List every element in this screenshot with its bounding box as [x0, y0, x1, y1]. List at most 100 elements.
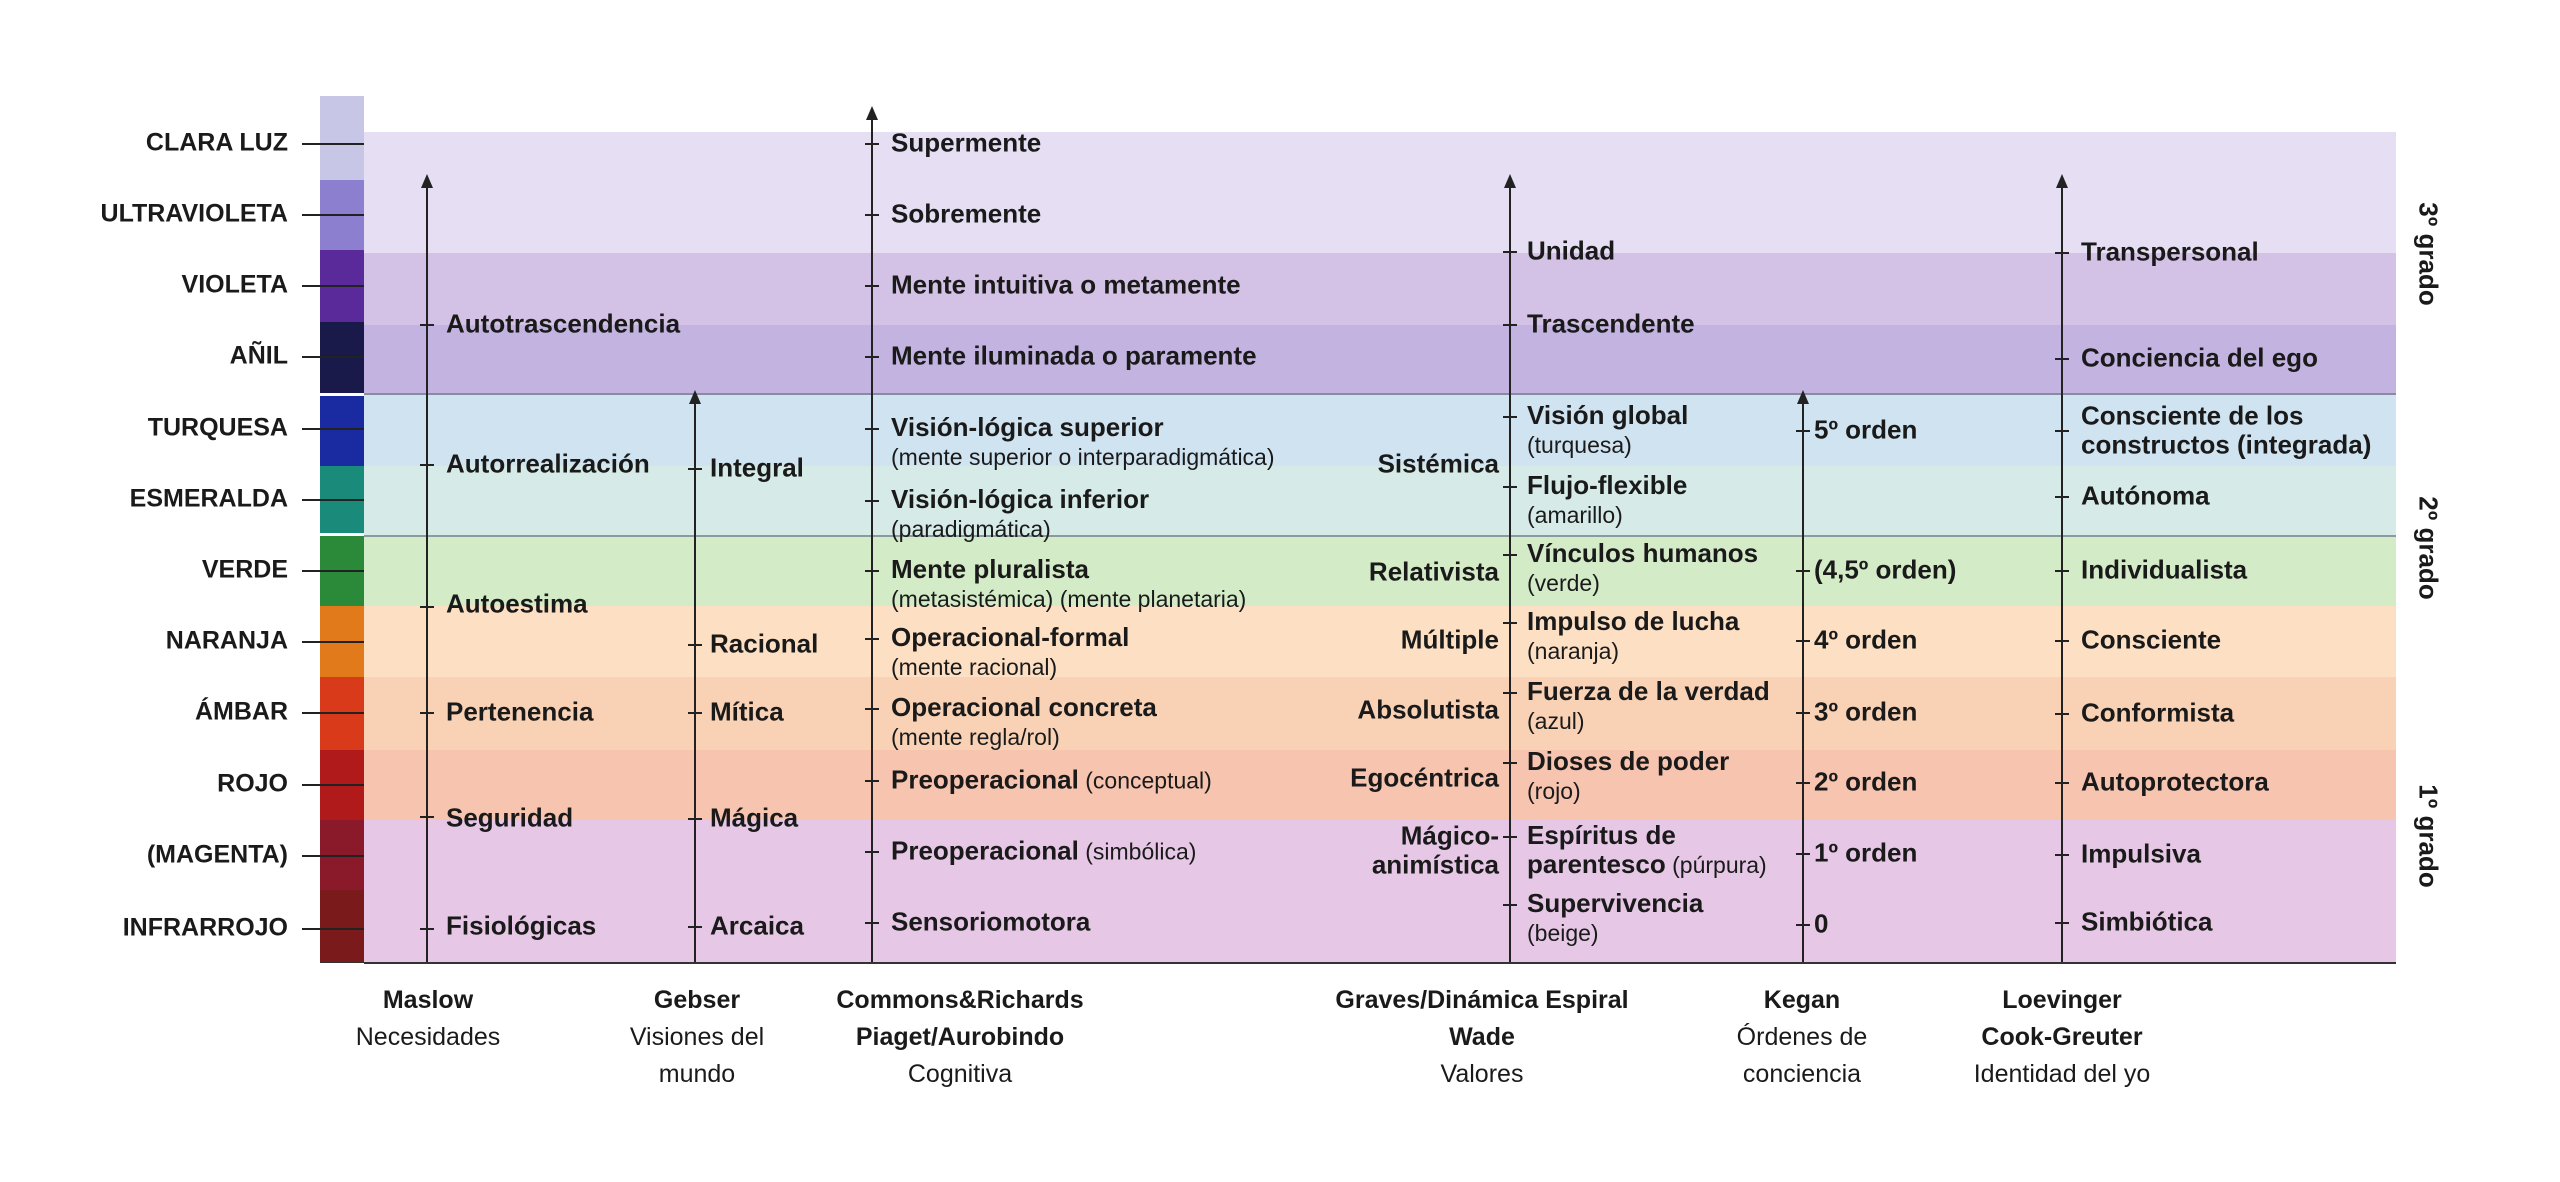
- maslow-item: Autoestima: [446, 588, 588, 619]
- graves-main: Visión global: [1527, 400, 1689, 430]
- kegan-item: 3º orden: [1814, 696, 1918, 727]
- graves_right-footer-title: Graves/Dinámica Espiral: [1335, 986, 1629, 1014]
- maslow-item: Fisiológicas: [446, 910, 597, 941]
- level-band: [364, 466, 2396, 536]
- commons-axis: [871, 118, 873, 962]
- level-tick: [302, 570, 364, 572]
- loevinger-tick: [2055, 358, 2069, 360]
- loevinger-footer-title-2: Cook-Greuter: [1981, 1023, 2143, 1051]
- level-label: ESMERALDA: [129, 484, 288, 513]
- loevinger-footer-line: Identidad del yo: [1973, 1060, 2151, 1088]
- level-label: INFRARROJO: [122, 913, 288, 942]
- level-label: VIOLETA: [181, 270, 288, 299]
- graves-main: Unidad: [1527, 235, 1616, 266]
- baseline: [364, 962, 2396, 964]
- kegan-axis: [1802, 402, 1804, 962]
- graves-item: Impulso de lucha (naranja): [1527, 607, 1739, 665]
- level-label: ROJO: [217, 769, 288, 798]
- graves-main: Flujo-flexible: [1527, 470, 1688, 500]
- graves-item: Dioses de poder (rojo): [1527, 747, 1729, 805]
- graves-left-item: Absolutista: [1357, 694, 1499, 725]
- graves-left-item: Múltiple: [1400, 624, 1499, 655]
- grade-label: 3º grado: [2413, 202, 2444, 306]
- graves-tick: [1503, 324, 1517, 326]
- level-label: AÑIL: [229, 341, 288, 370]
- level-tick: [302, 285, 364, 287]
- gebser-footer-title: Gebser: [653, 986, 741, 1014]
- commons-item: Visión-lógica superior (mente superior o …: [891, 413, 1275, 471]
- graves-arrow: [1504, 174, 1516, 188]
- graves-sub: (naranja): [1527, 638, 1620, 664]
- level-label: NARANJA: [165, 626, 288, 655]
- loevinger-tick: [2055, 252, 2069, 254]
- kegan-footer-line: conciencia: [1742, 1060, 1862, 1088]
- loevinger-tick: [2055, 570, 2069, 572]
- commons-item: Operacional-formal (mente racional): [891, 623, 1129, 681]
- kegan-tick: [1796, 712, 1810, 714]
- commons-tick: [865, 708, 879, 710]
- graves-sub: (amarillo): [1527, 502, 1623, 528]
- commons-main: Mente pluralista: [891, 554, 1089, 584]
- gebser-item: Racional: [710, 628, 819, 659]
- kegan-footer: Kegan Órdenes de conciencia: [1737, 982, 1868, 1093]
- level-tick: [302, 143, 364, 145]
- graves-tick: [1503, 622, 1517, 624]
- commons-main: Operacional-formal: [891, 622, 1130, 652]
- level-label: ULTRAVIOLETA: [100, 199, 288, 228]
- maslow-tick: [420, 324, 434, 326]
- commons-main: Supermente: [891, 127, 1042, 158]
- graves-axis: [1509, 186, 1511, 962]
- kegan-item: 1º orden: [1814, 837, 1918, 868]
- commons-main: Visión-lógica inferior: [891, 484, 1150, 514]
- loevinger-arrow: [2056, 174, 2068, 188]
- maslow-item: Autotrascendencia: [446, 308, 681, 339]
- commons-arrow: [866, 106, 878, 120]
- maslow-item: Seguridad: [446, 802, 574, 833]
- loevinger-item: Impulsiva: [2081, 838, 2201, 869]
- commons-sub: (mente racional): [891, 654, 1058, 680]
- kegan-footer-title: Kegan: [1763, 986, 1841, 1014]
- commons-main: Operacional concreta: [891, 692, 1157, 722]
- graves-main: Supervivencia: [1527, 888, 1704, 918]
- gebser-footer-line: mundo: [658, 1060, 736, 1088]
- level-band: [364, 750, 2396, 820]
- gebser-tick: [688, 468, 702, 470]
- graves-sub: (beige): [1527, 920, 1599, 946]
- loevinger-item: constructos (integrada): [2081, 429, 2372, 460]
- gebser-item: Mítica: [710, 696, 784, 727]
- maslow-tick: [420, 606, 434, 608]
- gebser-footer-line: Visiones del: [629, 1023, 765, 1051]
- commons-item: Sobremente: [891, 199, 1041, 229]
- loevinger-tick: [2055, 496, 2069, 498]
- gebser-tick: [688, 644, 702, 646]
- commons-tick: [865, 500, 879, 502]
- graves-item: Espíritus de parentesco (púrpura): [1527, 821, 1767, 879]
- spectrum-segment: [320, 466, 364, 536]
- loevinger-footer-title: Loevinger: [2002, 986, 2122, 1014]
- level-tick: [302, 428, 364, 430]
- commons-tick: [865, 922, 879, 924]
- gebser-tick: [688, 818, 702, 820]
- commons-item: Mente intuitiva o metamente: [891, 270, 1241, 300]
- graves-sub: (púrpura): [1665, 852, 1767, 878]
- commons-tick: [865, 780, 879, 782]
- level-band: [364, 325, 2396, 395]
- commons-tick: [865, 570, 879, 572]
- commons-inline: (conceptual): [1078, 767, 1212, 794]
- loevinger-item: Autónoma: [2081, 480, 2210, 511]
- graves-tick: [1503, 904, 1517, 906]
- graves-sub: (verde): [1527, 570, 1600, 596]
- loevinger-item: Conformista: [2081, 697, 2235, 728]
- graves-item: Supervivencia (beige): [1527, 889, 1703, 947]
- spectrum-segment: [320, 395, 364, 466]
- graves-sub: (rojo): [1527, 778, 1581, 804]
- spectrum-separator: [320, 533, 364, 536]
- graves-left-item: animística: [1371, 849, 1499, 880]
- graves-item: Trascendente: [1527, 309, 1695, 339]
- level-tick: [302, 928, 364, 930]
- kegan-tick: [1796, 782, 1810, 784]
- kegan-item: 4º orden: [1814, 624, 1918, 655]
- graves-tick: [1503, 836, 1517, 838]
- spectrum-segment: [320, 322, 364, 395]
- graves-item: Unidad: [1527, 235, 1616, 266]
